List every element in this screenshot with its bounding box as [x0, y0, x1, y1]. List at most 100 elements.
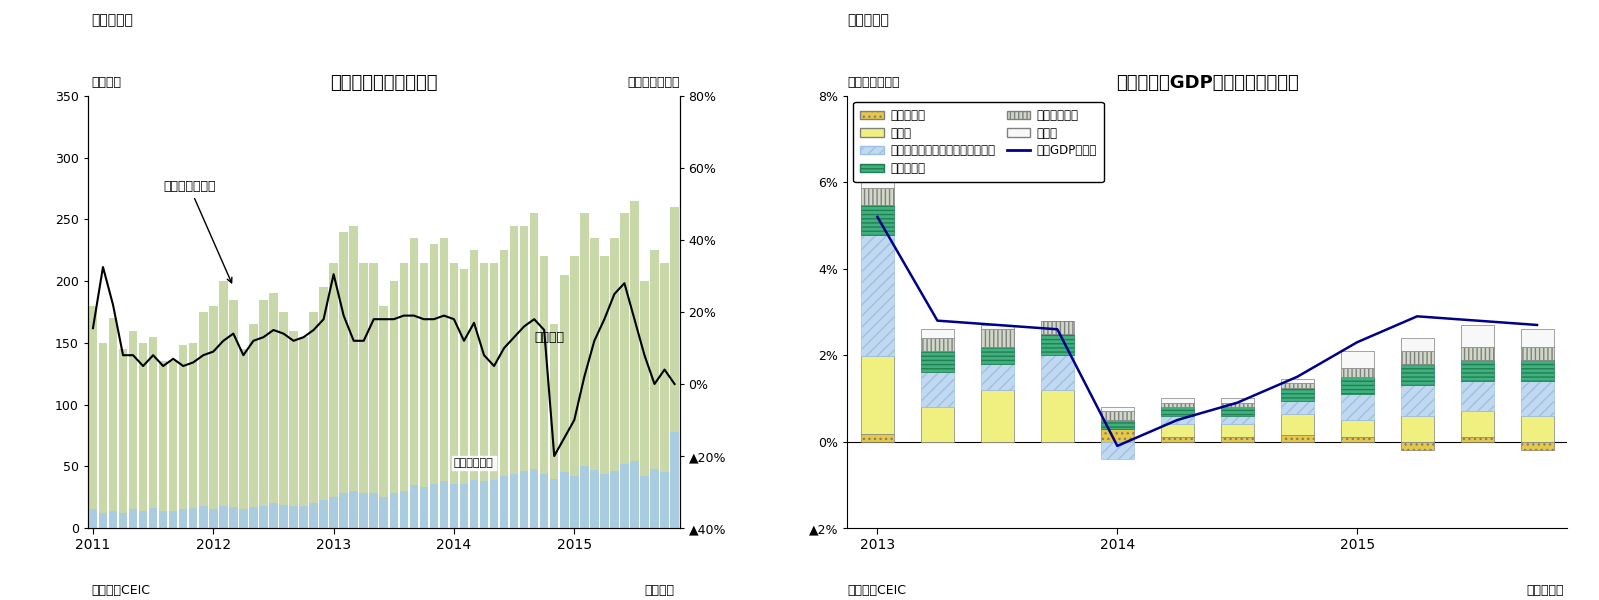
Text: （前年同期比）: （前年同期比）: [847, 76, 900, 89]
Bar: [461, 269, 469, 528]
Bar: [269, 503, 278, 528]
Bar: [1401, 351, 1434, 364]
Bar: [510, 226, 518, 528]
Bar: [1041, 320, 1075, 334]
Bar: [670, 432, 680, 528]
Title: タイの実質GDP成長率（供給側）: タイの実質GDP成長率（供給側）: [1116, 74, 1298, 92]
Bar: [1521, 416, 1554, 442]
Bar: [670, 207, 680, 528]
Bar: [550, 479, 558, 528]
Bar: [309, 503, 318, 528]
Bar: [580, 213, 588, 528]
Bar: [320, 500, 328, 528]
Bar: [480, 481, 488, 528]
Bar: [259, 506, 267, 528]
Bar: [1401, 385, 1434, 416]
Bar: [299, 337, 307, 528]
Text: （図表３）: （図表３）: [91, 13, 133, 27]
Bar: [249, 325, 257, 528]
Text: （うち中国）: （うち中国）: [454, 458, 494, 468]
Bar: [130, 509, 138, 528]
Bar: [249, 507, 257, 528]
Bar: [1041, 334, 1075, 355]
Bar: [1340, 437, 1374, 442]
Bar: [569, 256, 579, 528]
Bar: [600, 473, 609, 528]
Bar: [99, 513, 107, 528]
Text: （資料）CEIC: （資料）CEIC: [847, 584, 907, 597]
Bar: [1401, 416, 1434, 442]
Bar: [88, 306, 98, 528]
Bar: [1281, 435, 1314, 442]
Bar: [409, 485, 417, 528]
Bar: [500, 250, 508, 528]
Bar: [560, 275, 569, 528]
Bar: [1460, 437, 1493, 442]
Bar: [1460, 359, 1493, 381]
Bar: [130, 331, 138, 528]
Bar: [1220, 416, 1254, 424]
Bar: [440, 238, 448, 528]
Bar: [590, 470, 598, 528]
Bar: [209, 509, 217, 528]
Bar: [630, 201, 638, 528]
Bar: [379, 497, 389, 528]
Bar: [409, 238, 417, 528]
Bar: [1460, 381, 1493, 412]
Bar: [1161, 398, 1194, 403]
Bar: [489, 480, 499, 528]
Bar: [569, 476, 579, 528]
Bar: [329, 497, 337, 528]
Bar: [1100, 428, 1134, 442]
Bar: [980, 364, 1014, 390]
Bar: [980, 325, 1014, 329]
Bar: [158, 361, 168, 528]
Bar: [1220, 407, 1254, 416]
Bar: [449, 484, 459, 528]
Text: （月次）: （月次）: [644, 584, 675, 597]
Bar: [461, 484, 469, 528]
Bar: [419, 263, 429, 528]
Bar: [500, 476, 508, 528]
Text: （前年同月比）: （前年同月比）: [627, 76, 680, 89]
Bar: [1100, 407, 1134, 412]
Bar: [860, 179, 894, 188]
Bar: [369, 493, 377, 528]
Bar: [118, 513, 128, 528]
Bar: [660, 472, 668, 528]
Bar: [169, 361, 177, 528]
Bar: [1281, 388, 1314, 401]
Bar: [590, 238, 598, 528]
Bar: [189, 343, 198, 528]
Bar: [198, 506, 208, 528]
Bar: [118, 349, 128, 528]
Bar: [860, 356, 894, 434]
Bar: [1161, 424, 1194, 437]
Bar: [580, 466, 588, 528]
Bar: [520, 226, 528, 528]
Bar: [611, 238, 619, 528]
Bar: [99, 343, 107, 528]
Bar: [1161, 403, 1194, 407]
Bar: [289, 506, 297, 528]
Bar: [1401, 338, 1434, 351]
Bar: [660, 263, 668, 528]
Text: （資料）CEIC: （資料）CEIC: [91, 584, 150, 597]
Bar: [1161, 437, 1194, 442]
Bar: [620, 213, 628, 528]
Bar: [350, 226, 358, 528]
Bar: [921, 351, 955, 373]
Bar: [1521, 359, 1554, 381]
Bar: [179, 509, 187, 528]
Bar: [1281, 413, 1314, 435]
Bar: [1460, 347, 1493, 359]
Bar: [259, 299, 267, 528]
Bar: [860, 235, 894, 356]
Bar: [470, 250, 478, 528]
Bar: [529, 213, 539, 528]
Bar: [640, 281, 649, 528]
Bar: [229, 299, 238, 528]
Bar: [1401, 364, 1434, 385]
Bar: [430, 484, 438, 528]
Bar: [360, 493, 368, 528]
